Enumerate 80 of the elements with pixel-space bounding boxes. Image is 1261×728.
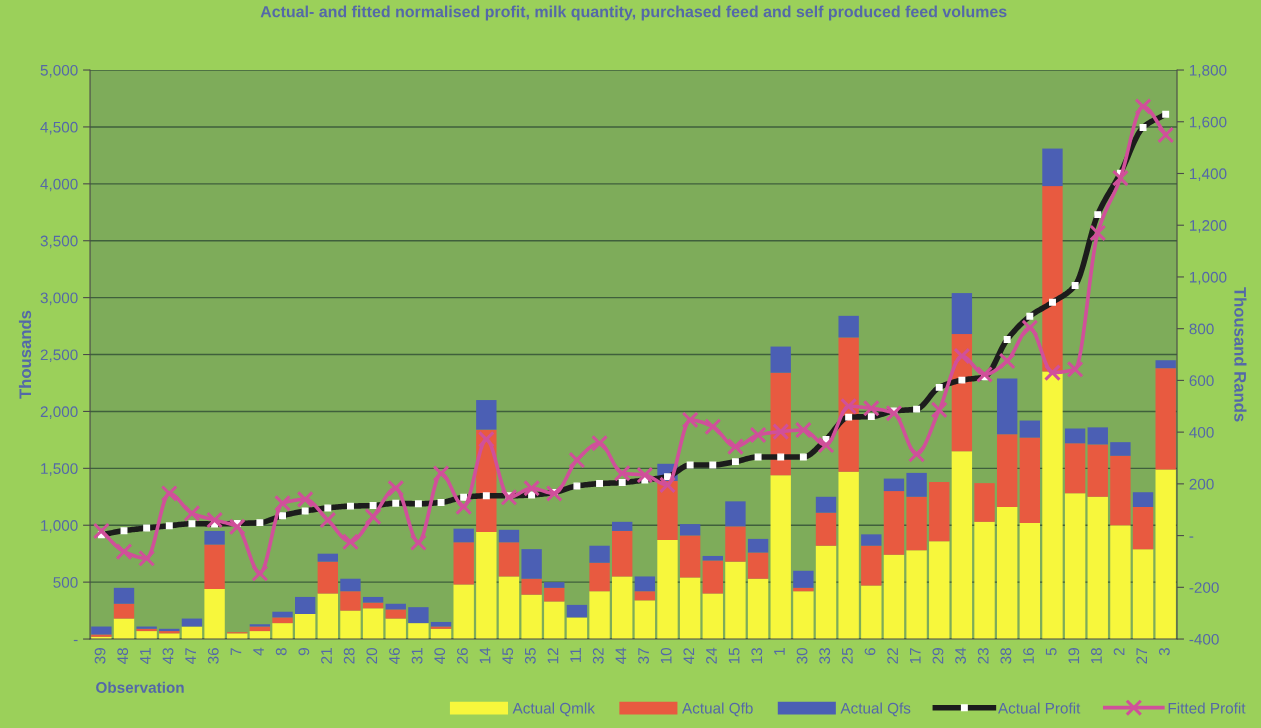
- x-tick-label: 47: [185, 648, 196, 665]
- legend-label: Fitted Profit: [1168, 702, 1246, 714]
- x-tick-label: 12: [547, 648, 559, 664]
- x-tick-label: 24: [706, 647, 717, 664]
- y-axis-title: Thousands: [18, 310, 32, 399]
- x-tick-label: 4: [253, 647, 264, 656]
- y2-axis-title: Thousand Rands: [1234, 287, 1247, 422]
- x-tick-label: 37: [638, 648, 649, 664]
- x-tick-label: 16: [1023, 648, 1034, 664]
- x-tick-label: 38: [1000, 648, 1012, 664]
- y-tick-label: 1,000: [41, 520, 78, 533]
- x-tick-label: 40: [434, 647, 446, 665]
- x-tick-label: 2: [1113, 648, 1125, 656]
- x-tick-label: 23: [977, 648, 989, 664]
- x-tick-label: 31: [411, 648, 423, 664]
- y2-tick-label: 1,200: [1189, 220, 1227, 233]
- x-tick-label: 39: [94, 648, 106, 664]
- x-tick-label: 7: [230, 648, 242, 656]
- x-tick-label: 26: [456, 648, 468, 664]
- x-tick-label: 18: [1091, 648, 1102, 664]
- x-tick-label: 27: [1136, 648, 1147, 664]
- y-tick-label: 2,500: [40, 349, 78, 363]
- y2-tick-label: -400: [1189, 633, 1219, 645]
- legend-label: Actual Qfs: [840, 702, 911, 717]
- x-tick-label: 43: [162, 648, 174, 665]
- x-tick-label: 15: [728, 648, 740, 664]
- y2-tick-label: 800: [1189, 323, 1214, 335]
- x-axis-title: Observation: [96, 681, 184, 693]
- x-tick-label: 30: [796, 647, 808, 664]
- x-tick-label: 3: [1158, 648, 1170, 656]
- x-tick-label: 21: [321, 648, 332, 664]
- x-tick-label: 14: [479, 647, 491, 664]
- x-tick-label: 33: [819, 648, 831, 664]
- y2-tick-label: 1,800: [1189, 64, 1227, 78]
- y2-tick-label: 1,000: [1189, 271, 1227, 285]
- y-tick-label: 500: [53, 577, 78, 588]
- y2-tick-label: -200: [1189, 582, 1219, 593]
- x-tick-label: 48: [117, 648, 129, 665]
- y2-tick-label: -: [1189, 536, 1194, 538]
- y-tick-label: 2,000: [40, 406, 78, 419]
- x-tick-label: 32: [592, 648, 604, 664]
- chart-title: Actual- and fitted normalised profit, milk quantity, purchased feed and self produced feed volumes: [260, 5, 1007, 21]
- y-tick-label: 4,500: [40, 121, 78, 135]
- y2-tick-label: 1,600: [1189, 116, 1227, 130]
- x-tick-label: 20: [366, 647, 378, 664]
- x-tick-label: 41: [140, 648, 151, 665]
- y2-tick-label: 200: [1189, 478, 1214, 490]
- x-tick-label: 29: [932, 648, 944, 664]
- y2-tick-label: 600: [1189, 375, 1214, 387]
- y-tick-label: 3,500: [40, 235, 78, 249]
- x-tick-label: 25: [841, 648, 853, 664]
- y-tick-label: -: [73, 639, 78, 642]
- x-tick-label: 42: [683, 648, 695, 665]
- x-tick-label: 36: [207, 648, 219, 664]
- x-tick-label: 19: [1068, 648, 1080, 664]
- x-tick-label: 45: [502, 648, 514, 665]
- x-tick-label: 46: [389, 648, 400, 665]
- x-tick-label: 10: [660, 647, 672, 664]
- x-tick-label: 1: [774, 648, 785, 655]
- x-tick-label: 44: [615, 647, 627, 665]
- legend-label: Actual Profit: [998, 702, 1081, 714]
- x-tick-label: 6: [864, 648, 876, 656]
- x-tick-label: 5: [1045, 648, 1057, 656]
- x-tick-label: 9: [298, 648, 310, 656]
- x-tick-label: 8: [275, 648, 287, 656]
- x-tick-label: 22: [887, 648, 898, 664]
- x-tick-label: 35: [524, 648, 536, 664]
- y-tick-label: 5,000: [40, 64, 78, 78]
- x-tick-label: 34: [955, 647, 966, 664]
- legend-label: Actual Qfb: [682, 702, 753, 717]
- x-tick-label: 17: [910, 648, 921, 664]
- y-tick-label: 1,500: [41, 463, 78, 476]
- y-tick-label: 3,000: [40, 292, 78, 306]
- x-tick-label: 11: [570, 648, 581, 663]
- x-tick-label: 13: [751, 648, 763, 664]
- y2-tick-label: 1,400: [1189, 168, 1227, 181]
- x-tick-label: 28: [343, 648, 355, 664]
- y-tick-label: 4,000: [40, 178, 78, 192]
- y2-tick-label: 400: [1189, 427, 1214, 438]
- legend-label: Actual Qmlk: [512, 702, 595, 717]
